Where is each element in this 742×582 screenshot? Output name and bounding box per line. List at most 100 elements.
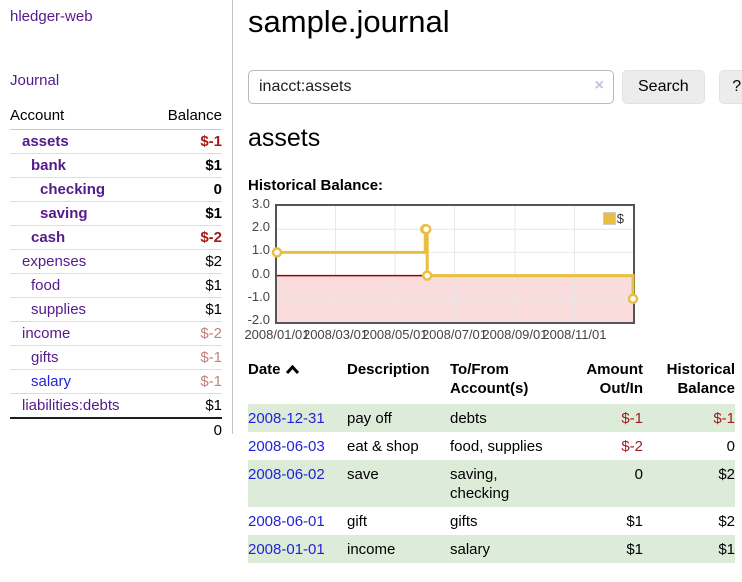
transaction-description: gift	[347, 513, 368, 530]
x-tick-label: 2008/07/01	[421, 327, 488, 342]
account-balance: $-2	[151, 225, 222, 250]
y-tick-label: -1.0	[247, 288, 270, 304]
search-button[interactable]: Search	[622, 70, 705, 104]
transaction-date-link[interactable]: 2008-01-01	[248, 541, 325, 558]
account-column-header: Account	[10, 104, 152, 130]
account-row: bank $1	[10, 153, 222, 178]
legend-label: $	[616, 211, 624, 226]
account-row: expenses $2	[10, 249, 222, 274]
account-link-checking[interactable]: checking	[40, 181, 106, 198]
account-row: supplies $1	[10, 297, 222, 322]
search-form: × Search ?	[248, 70, 742, 104]
chart-plot-area[interactable]: $	[271, 204, 639, 324]
transaction-description: income	[347, 541, 396, 558]
historical-balance-chart: 3.0 2.0 1.0 0.0 -1.0 -2.0 $ 2008/01/01 2008/03…	[240, 196, 742, 350]
transaction-accounts: debts	[450, 410, 487, 427]
account-link-saving[interactable]: saving	[40, 205, 88, 222]
transaction-amount: $-2	[621, 438, 643, 455]
account-link-expenses[interactable]: expenses	[22, 253, 87, 270]
chart-y-axis-labels: 3.0 2.0 1.0 0.0 -1.0 -2.0	[240, 196, 270, 338]
x-tick-label: 2008/11/01	[542, 327, 607, 342]
tofrom-column-header: To/From Account(s)	[450, 361, 529, 397]
transaction-amount: 0	[634, 466, 643, 483]
transaction-accounts: food, supplies	[450, 438, 543, 455]
y-tick-label: 2.0	[251, 219, 270, 235]
account-balance: $2	[151, 249, 222, 274]
table-row: 2008-12-31 pay off debts $-1 $-1	[248, 404, 735, 432]
table-row: 2008-06-01 gift gifts $1 $2	[248, 507, 735, 535]
accounts-table-header-row: Account Balance	[10, 104, 222, 130]
clear-search-icon[interactable]: ×	[594, 77, 604, 94]
x-tick-label: 2008/03/01	[302, 327, 369, 342]
transaction-balance: $-1	[713, 410, 735, 427]
account-balance: $-1	[200, 133, 222, 150]
y-tick-label: 3.0	[251, 196, 270, 211]
transaction-date-link[interactable]: 2008-06-01	[248, 513, 325, 530]
chart-x-axis-labels: 2008/01/01 2008/03/01 2008/05/01 2008/07/01…	[240, 327, 742, 343]
transaction-date-link[interactable]: 2008-06-02	[248, 466, 325, 483]
account-balance: $-2	[151, 321, 222, 346]
x-tick-label: 2008/09/01	[482, 327, 548, 342]
account-balance: $1	[151, 393, 222, 418]
account-balance: $1	[151, 297, 222, 322]
chart-legend: $	[602, 211, 624, 226]
account-link-liabilities-debts[interactable]: liabilities:debts	[22, 397, 120, 414]
transaction-accounts: gifts	[450, 513, 478, 530]
sidebar-item-journal[interactable]: Journal	[10, 72, 60, 89]
account-row: food $1	[10, 273, 222, 298]
account-row: income $-2	[10, 321, 222, 346]
transaction-balance: $2	[718, 466, 735, 483]
account-balance: $1	[151, 273, 222, 298]
help-button[interactable]: ?	[718, 70, 742, 104]
account-row: salary $-1	[10, 369, 222, 394]
account-link-assets[interactable]: assets	[22, 133, 69, 150]
account-link-supplies[interactable]: supplies	[31, 301, 87, 318]
account-row: liabilities:debts $1	[10, 393, 222, 418]
table-row: 2008-01-01 income salary $1 $1	[248, 535, 735, 563]
account-balance: $-1	[151, 345, 222, 370]
account-heading: assets	[248, 124, 321, 152]
sort-ascending-icon	[285, 364, 299, 375]
search-input[interactable]	[248, 70, 614, 104]
account-balance: $-1	[151, 369, 222, 394]
date-column-header[interactable]: Date	[248, 358, 347, 404]
x-tick-label: 2008/01/01	[244, 327, 310, 342]
account-balance: 0	[151, 177, 222, 202]
account-link-bank[interactable]: bank	[31, 157, 67, 174]
search-input-wrapper: ×	[248, 70, 614, 104]
account-row: gifts $-1	[10, 345, 222, 370]
transaction-date-link[interactable]: 2008-06-03	[248, 438, 325, 455]
transaction-amount: $1	[626, 513, 643, 530]
historical-column-header: Historical Balance	[666, 361, 735, 397]
register-header-row: Date Description To/From Account(s) Amou…	[248, 358, 735, 404]
account-balance: $1	[151, 201, 222, 226]
balance-column-header: Balance	[151, 104, 222, 130]
chart-canvas	[271, 206, 639, 322]
account-link-cash[interactable]: cash	[31, 229, 66, 246]
x-tick-label: 2008/05/01	[362, 327, 428, 342]
account-row: cash $-2	[10, 225, 222, 250]
transaction-amount: $1	[626, 541, 643, 558]
account-link-food[interactable]: food	[31, 277, 61, 294]
amount-column-header: Amount Out/In	[586, 361, 643, 397]
accounts-table: Account Balance assets $-1 bank $1 check…	[10, 104, 222, 442]
brand-link[interactable]: hledger-web	[10, 8, 93, 25]
account-link-salary[interactable]: salary	[31, 373, 72, 390]
transaction-date-link[interactable]: 2008-12-31	[248, 410, 325, 427]
transaction-accounts: saving, checking	[450, 466, 510, 502]
table-row: 2008-06-03 eat & shop food, supplies $-2…	[248, 432, 735, 460]
accounts-total-value: 0	[151, 417, 222, 442]
account-row: saving $1	[10, 201, 222, 226]
page-title: sample.journal	[248, 4, 450, 39]
account-row: checking 0	[10, 177, 222, 202]
y-tick-label: -2.0	[247, 312, 270, 327]
accounts-total-row: 0	[10, 417, 222, 442]
account-link-gifts[interactable]: gifts	[31, 349, 59, 366]
table-row: 2008-06-02 save saving, checking 0 $2	[248, 460, 735, 507]
transaction-accounts: salary	[450, 541, 491, 558]
transaction-balance: 0	[726, 438, 735, 455]
sidebar: hledger-web Journal Account Balance asse…	[0, 0, 233, 442]
y-tick-label: 0.0	[251, 265, 270, 281]
account-link-income[interactable]: income	[22, 325, 71, 342]
transaction-balance: $1	[718, 541, 735, 558]
